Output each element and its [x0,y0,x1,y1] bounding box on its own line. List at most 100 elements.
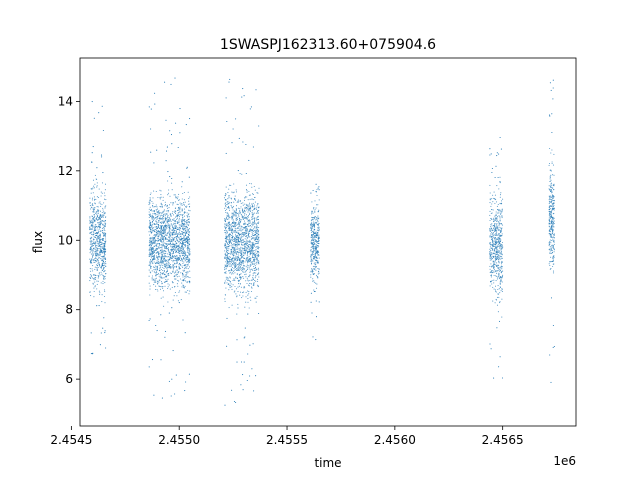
data-point [97,244,99,246]
data-point [165,234,167,236]
data-point [186,220,188,222]
data-point [317,260,319,262]
data-point [104,244,106,246]
data-point [154,258,156,260]
data-point [100,205,102,207]
data-point [177,211,179,214]
data-point [257,248,260,250]
data-point [170,242,172,244]
data-point [154,288,157,291]
data-point [255,222,257,225]
data-point [150,227,152,229]
data-point [245,296,247,298]
data-point [175,122,177,124]
data-point [246,230,248,232]
data-point [150,265,152,267]
data-point [96,206,98,208]
data-point [241,215,243,217]
data-point [232,228,234,231]
data-point [247,208,249,210]
data-point [157,235,159,237]
data-point [492,270,494,272]
data-point [489,228,491,230]
data-point [313,267,315,269]
data-point [186,222,188,224]
data-point [318,189,320,191]
data-point [160,244,162,246]
data-point [89,268,91,270]
data-point [102,269,104,272]
data-point [160,233,162,235]
data-point [149,252,151,254]
data-point [490,223,492,225]
data-point [179,227,181,229]
data-point [90,295,92,297]
data-point [187,214,189,216]
data-point [311,234,313,236]
data-point [230,261,232,263]
data-point [499,202,501,204]
data-point [184,260,186,262]
data-point [249,198,251,200]
data-point [497,256,499,258]
data-point [170,255,172,257]
data-point [237,247,239,249]
data-point [493,263,495,265]
data-point [248,202,251,204]
data-point [167,216,169,219]
data-point [172,229,174,231]
data-point [501,290,504,292]
data-point [175,274,177,276]
data-point [168,380,170,382]
data-point [148,231,150,233]
data-point [100,266,102,268]
data-point [166,267,168,270]
data-point [148,264,150,266]
data-point [160,359,162,361]
data-point [240,384,242,386]
data-point [174,210,176,212]
data-point [104,258,106,261]
data-point [178,250,180,252]
data-point [178,258,181,261]
data-point [492,229,494,232]
data-point [180,252,183,254]
data-point [251,231,253,233]
data-point [176,233,178,235]
data-point [236,224,238,226]
data-point [178,244,180,246]
data-point [228,307,230,309]
data-point [185,222,187,224]
data-point [315,267,317,269]
data-point [238,262,240,264]
data-point [317,224,319,226]
data-point [177,279,179,282]
data-point [105,273,107,275]
data-point [93,117,95,119]
data-point [183,235,185,237]
data-point [177,196,179,198]
data-point [174,266,176,268]
data-point [244,217,246,219]
data-point [179,209,181,211]
data-point [238,247,240,249]
data-point [92,233,95,235]
data-point [93,214,95,216]
data-point [93,221,95,223]
data-point [159,216,161,218]
data-point [230,258,232,261]
data-point [161,286,163,288]
data-point [242,271,244,273]
data-point [150,151,152,153]
data-point [155,229,157,231]
data-point [248,258,250,260]
data-point [230,283,232,285]
data-point [311,269,313,271]
data-point [498,210,500,212]
data-point [96,283,98,285]
data-point [224,237,226,240]
data-point [188,258,190,260]
data-point [551,204,553,206]
data-point [231,206,233,208]
data-point [249,271,251,273]
